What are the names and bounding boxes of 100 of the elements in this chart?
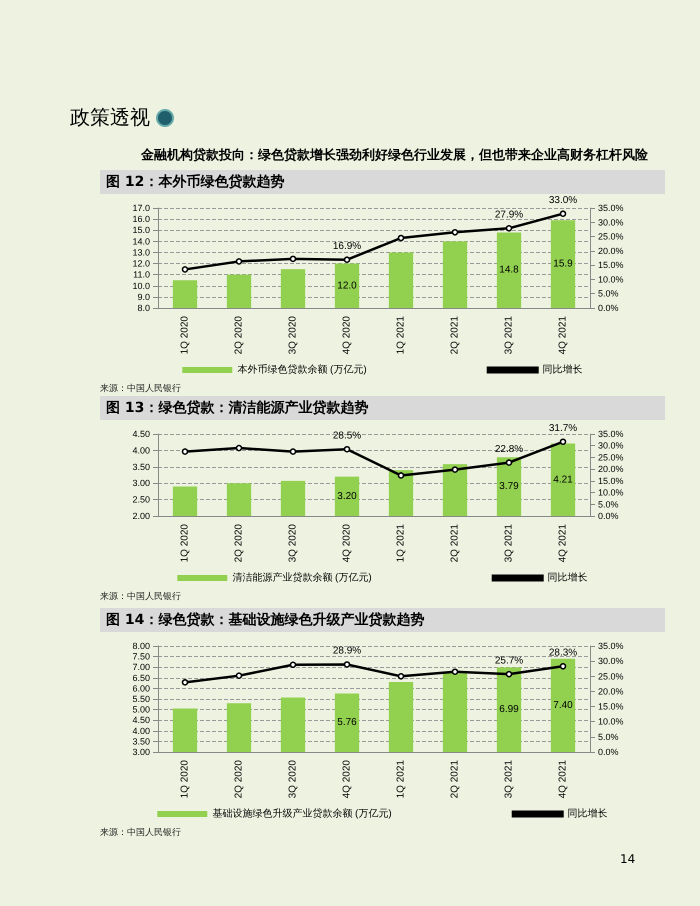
y-tick-label: 8.00 <box>132 641 150 651</box>
x-tick-label: 3Q 2020 <box>288 316 298 354</box>
data-label: 28.9% <box>332 646 362 657</box>
x-tick-label: 2Q 2021 <box>450 524 460 562</box>
chart-title: 图 13：绿色贷款：清洁能源产业贷款趋势 <box>100 396 665 420</box>
x-tick-label: 4Q 2021 <box>558 524 568 562</box>
x-tick-label: 4Q 2020 <box>342 760 352 798</box>
point <box>452 229 458 236</box>
y2-tick-label: 20.0% <box>598 464 624 474</box>
y2-tick-label: 35.0% <box>598 429 624 439</box>
x-tick-label: 1Q 2021 <box>396 524 406 562</box>
y-tick-label: 2.50 <box>132 494 150 505</box>
data-label: 15.9 <box>553 258 574 270</box>
x-tick-label: 2Q 2021 <box>450 316 460 354</box>
y-tick-label: 15.0 <box>132 225 150 236</box>
point <box>290 662 296 668</box>
y2-tick-label: 0.0% <box>598 303 619 313</box>
data-label: 22.8% <box>494 444 524 455</box>
y2-tick-label: 0.0% <box>598 511 619 521</box>
legend-label: 本外币绿色贷款余额 (万亿元) <box>237 364 367 376</box>
data-label: 33.0% <box>548 194 578 206</box>
y-tick-label: 5.50 <box>132 694 150 704</box>
legend-label: 基础设施绿色升级产业贷款余额 (万亿元) <box>212 808 392 820</box>
data-label: 3.79 <box>499 481 520 492</box>
legend-label: 同比增长 <box>542 364 583 376</box>
x-tick-label: 1Q 2020 <box>180 316 190 354</box>
point <box>290 448 296 455</box>
y-tick-label: 7.00 <box>132 662 150 672</box>
x-tick-label: 4Q 2020 <box>342 316 352 354</box>
point <box>344 446 350 452</box>
y-tick-label: 4.50 <box>132 715 150 726</box>
point <box>398 234 404 242</box>
point <box>560 663 566 670</box>
y2-tick-label: 0.0% <box>598 747 619 757</box>
data-label: 7.40 <box>553 700 574 711</box>
x-tick-label: 1Q 2021 <box>396 760 406 798</box>
y2-tick-label: 30.0% <box>598 656 624 666</box>
text: 金融机构贷款投向：绿色贷款增长强劲利好绿色行业发展，但也带来企业高财务杠杆风险 <box>141 146 648 164</box>
data-label: 5.76 <box>337 717 358 728</box>
y2-tick-label: 15.0% <box>598 476 624 486</box>
source-note: 来源：中国人民银行 <box>100 382 182 395</box>
y-tick-label: 7.50 <box>132 652 150 662</box>
y2-tick-label: 30.0% <box>598 440 624 451</box>
y2-tick-label: 25.0% <box>598 452 624 462</box>
y2-tick-label: 15.0% <box>598 260 624 270</box>
data-label: 28.3% <box>548 648 578 659</box>
x-tick-label: 4Q 2021 <box>558 316 568 354</box>
y-tick-label: 5.00 <box>132 704 150 715</box>
y-tick-label: 6.50 <box>132 672 150 683</box>
y-tick-label: 3.00 <box>132 747 150 757</box>
data-label: 6.99 <box>499 704 520 716</box>
x-tick-label: 4Q 2021 <box>558 760 568 798</box>
x-tick-label: 2Q 2020 <box>234 316 244 354</box>
y2-tick-label: 5.0% <box>598 499 619 510</box>
y-tick-label: 3.00 <box>132 478 150 488</box>
point <box>560 438 566 445</box>
y-tick-label: 4.00 <box>132 726 150 736</box>
y-tick-label: 12.0 <box>132 258 150 269</box>
source-note: 来源：中国人民银行 <box>100 590 182 603</box>
point <box>506 670 512 678</box>
y2-tick-label: 10.0% <box>598 274 624 284</box>
y2-tick-label: 25.0% <box>598 671 624 682</box>
data-label: 3.20 <box>337 490 358 502</box>
y-tick-label: 6.00 <box>132 683 150 694</box>
y2-tick-label: 10.0% <box>598 716 624 727</box>
point <box>182 266 188 273</box>
point <box>182 448 188 455</box>
data-label: 25.7% <box>494 655 524 666</box>
point <box>560 210 566 217</box>
x-tick-label: 3Q 2021 <box>504 524 514 562</box>
y-tick-label: 4.00 <box>132 445 150 456</box>
x-tick-label: 3Q 2020 <box>288 760 298 798</box>
y-tick-label: 8.0 <box>137 303 150 313</box>
source-note: 来源：中国人民银行 <box>100 826 182 839</box>
legend-label: 同比增长 <box>568 808 608 820</box>
chart-title: 图 12：本外币绿色贷款趋势 <box>100 170 665 194</box>
point <box>452 668 458 675</box>
point <box>398 673 404 680</box>
data-label: 27.9% <box>494 210 524 221</box>
x-tick-label: 3Q 2021 <box>504 760 514 798</box>
chart-title: 图 14：绿色贷款：基础设施绿色升级产业贷款趋势 <box>100 608 665 632</box>
x-tick-label: 2Q 2021 <box>450 760 460 798</box>
data-label: 14.8 <box>499 264 520 276</box>
point <box>182 679 188 686</box>
x-tick-label: 1Q 2021 <box>396 316 406 354</box>
data-label: 12.0 <box>337 280 358 292</box>
x-tick-label: 1Q 2020 <box>180 524 190 562</box>
data-label: 16.9% <box>332 240 362 252</box>
x-tick-label: 2Q 2020 <box>234 760 244 798</box>
x-tick-label: 1Q 2020 <box>180 760 190 798</box>
point <box>452 466 458 473</box>
y-tick-label: 9.0 <box>137 292 150 302</box>
y2-tick-label: 10.0% <box>598 488 624 498</box>
y2-tick-label: 35.0% <box>598 641 624 651</box>
y-tick-label: 13.0 <box>132 247 150 258</box>
y-tick-label: 16.0 <box>132 214 150 224</box>
legend-label: 清洁能源产业贷款余额 (万亿元) <box>232 572 372 584</box>
legend-label: 同比增长 <box>548 572 588 584</box>
data-label: 31.7% <box>548 422 578 434</box>
y2-tick-label: 20.0% <box>598 246 624 256</box>
